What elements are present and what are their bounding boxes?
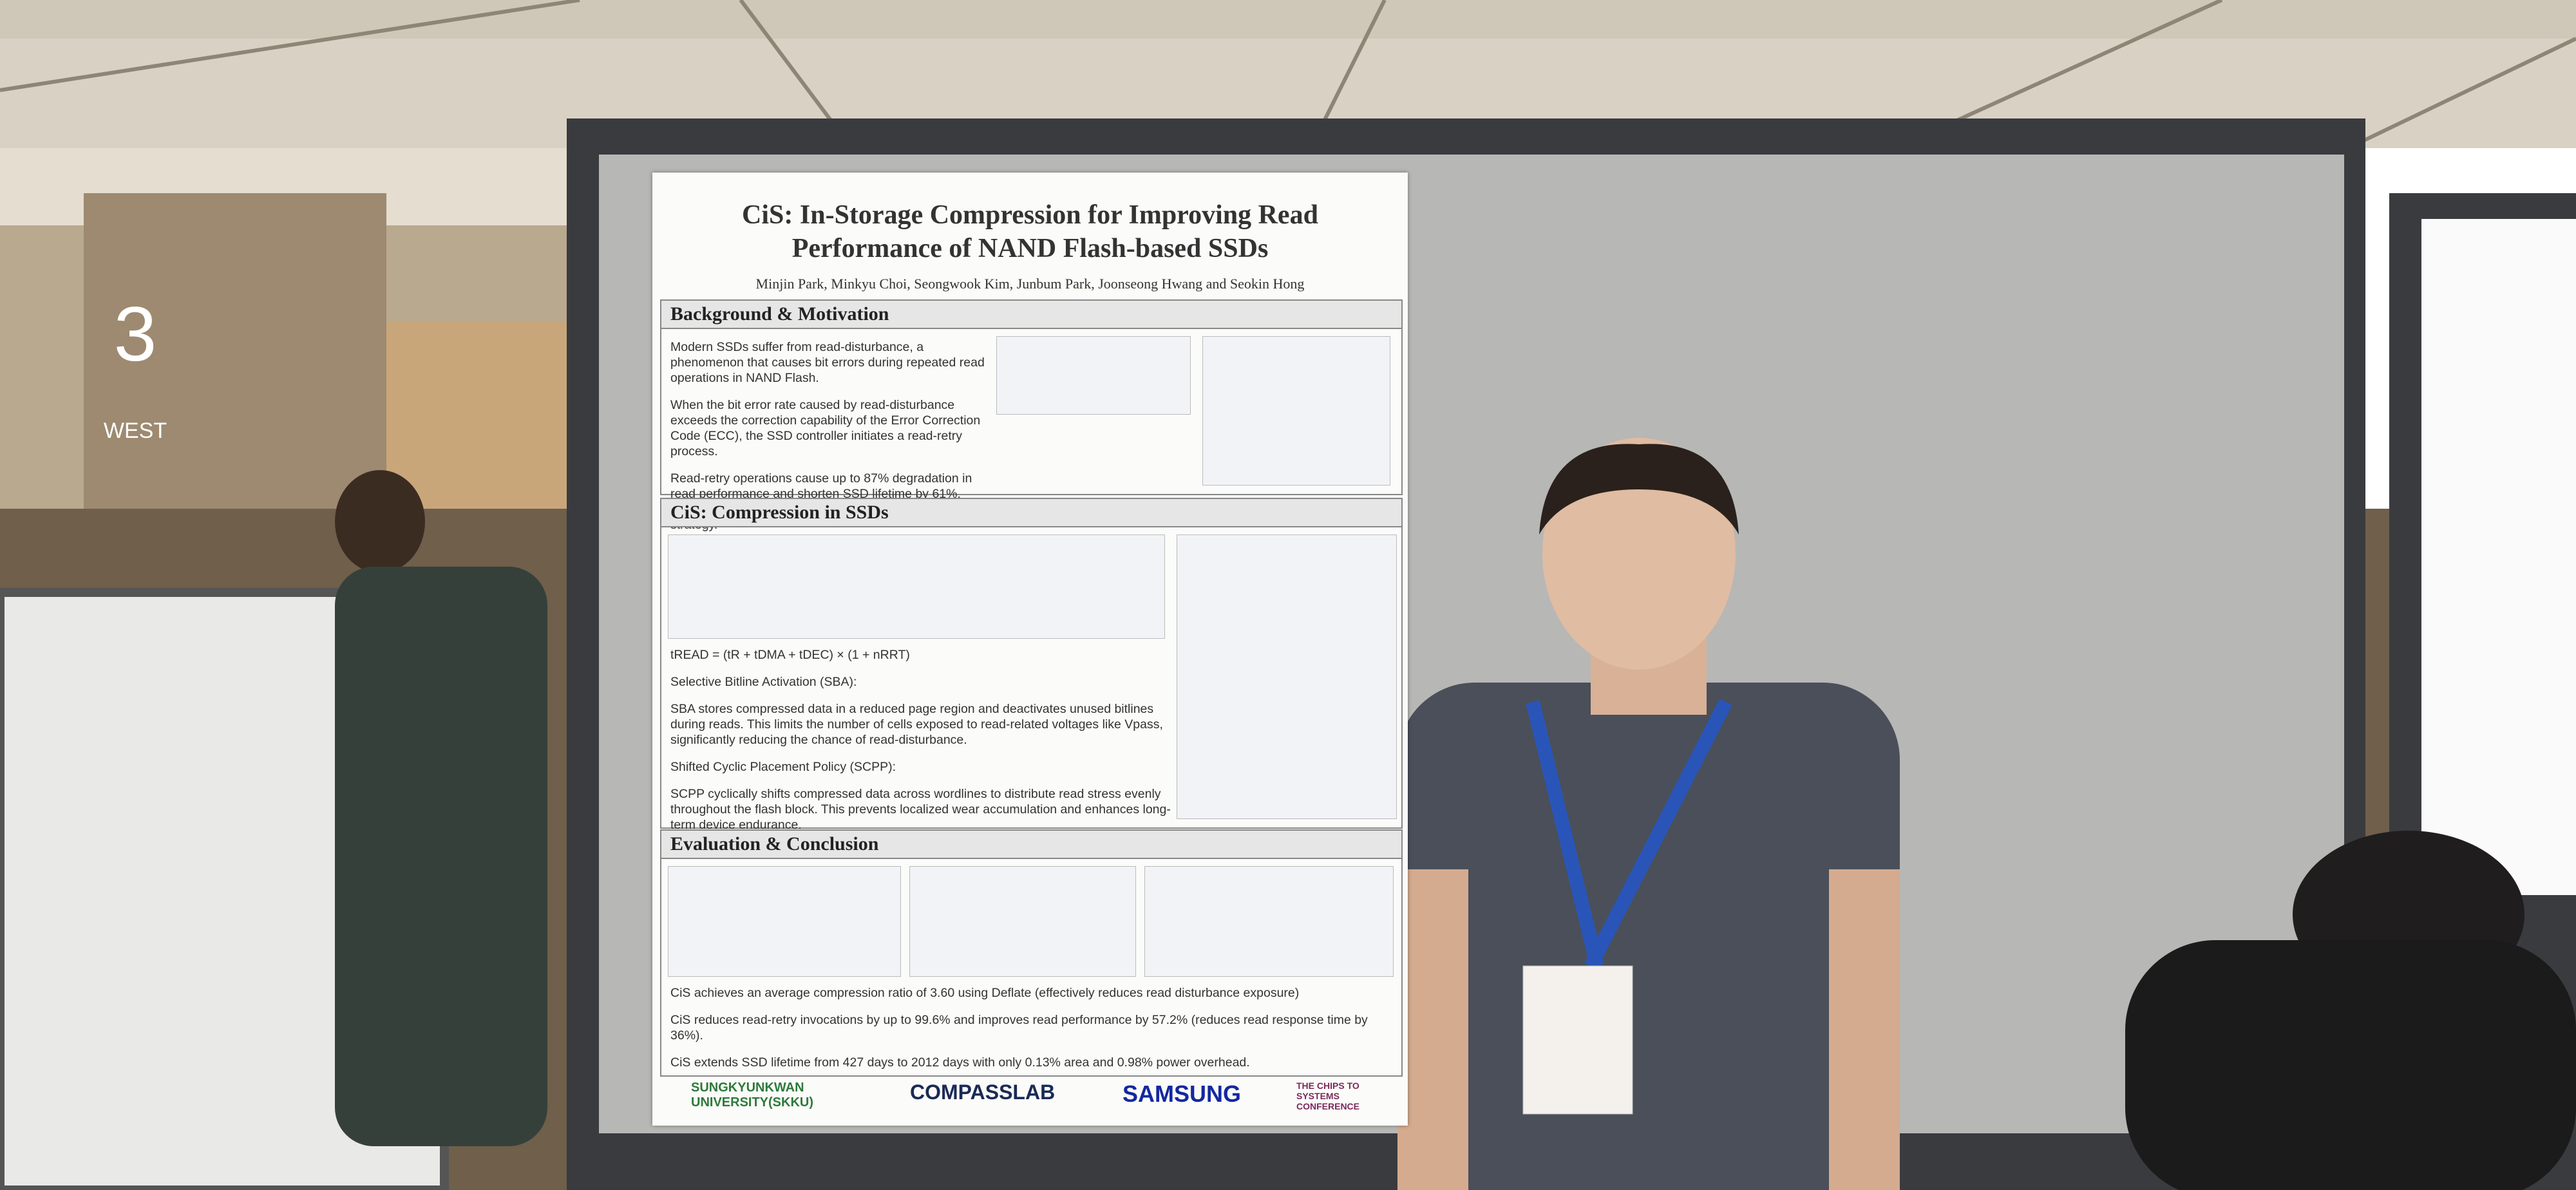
logo: SUNGKYUNKWAN UNIVERSITY(SKKU) — [691, 1081, 814, 1110]
bullet: Modern SSDs suffer from read-disturbance… — [670, 340, 985, 385]
logo: COMPASSLAB — [910, 1081, 1056, 1104]
section: CiS: Compression in SSDs tREAD = (tR + t… — [660, 498, 1403, 832]
poster-authors: Minjin Park, Minkyu Choi, Seongwook Kim,… — [755, 276, 1305, 292]
bullet: SCPP cyclically shifts compressed data a… — [670, 787, 1171, 832]
poster-title: CiS: In-Storage Compression for Improvin… — [742, 200, 1318, 263]
logo: SAMSUNG — [1122, 1081, 1242, 1107]
bullet: CiS reduces read-retry invocations by up… — [670, 1013, 1368, 1043]
figure — [909, 866, 1136, 977]
bullet: tREAD = (tR + tDMA + tDEC) × (1 + nRRT) — [670, 648, 910, 662]
bullet: SBA stores compressed data in a reduced … — [670, 702, 1163, 747]
poster: CiS: In-Storage Compression for Improvin… — [652, 173, 1408, 1126]
section: Evaluation & Conclusion CiS achieves an … — [660, 829, 1403, 1077]
bullet: CiS extends SSD lifetime from 427 days t… — [670, 1055, 1250, 1070]
figure — [668, 866, 901, 977]
sign-number: 3 — [114, 291, 157, 377]
section-heading: CiS: Compression in SSDs — [661, 499, 1401, 527]
bullet: Shifted Cyclic Placement Policy (SCPP): — [670, 760, 896, 774]
section: Background & Motivation Modern SSDs suff… — [660, 299, 1403, 532]
logo: THE CHIPS TO SYSTEMS CONFERENCE — [1296, 1081, 1360, 1111]
figure — [996, 336, 1191, 415]
figure — [668, 534, 1165, 639]
bullet: CiS achieves an average compression rati… — [670, 986, 1300, 1000]
section-heading: Background & Motivation — [661, 301, 1401, 329]
figure — [1202, 336, 1390, 486]
bullet: When the bit error rate caused by read-d… — [670, 398, 981, 458]
section-text: Modern SSDs suffer from read-disturbance… — [670, 339, 986, 544]
bullet: Selective Bitline Activation (SBA): — [670, 675, 857, 689]
figure — [1177, 534, 1397, 819]
section-text: CiS achieves an average compression rati… — [670, 985, 1385, 1082]
sign-label: WEST — [104, 419, 167, 443]
section-heading: Evaluation & Conclusion — [661, 831, 1401, 859]
section-text: tREAD = (tR + tDMA + tDEC) × (1 + nRRT) S… — [670, 647, 1173, 844]
figure — [1144, 866, 1394, 977]
